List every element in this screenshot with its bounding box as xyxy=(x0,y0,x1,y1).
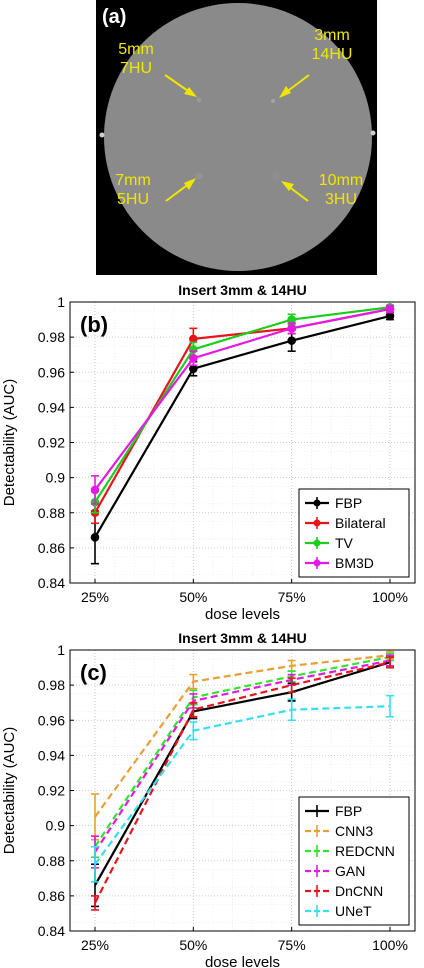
arrow-5mm-head xyxy=(184,87,197,97)
data-point-bm3d xyxy=(385,304,395,314)
arrow-3mm-head xyxy=(279,86,291,98)
y-tick-label: 0.92 xyxy=(38,783,65,799)
x-tick-label: 75% xyxy=(278,589,306,605)
x-tick-label: 50% xyxy=(179,589,207,605)
x-tick-label: 50% xyxy=(179,937,207,953)
y-tick-label: 0.96 xyxy=(38,364,65,380)
chart-title: Insert 3mm & 14HU xyxy=(178,282,306,298)
annotation-3mm-size: 3mm xyxy=(314,27,350,44)
legend-label-fbp: FBP xyxy=(335,803,362,819)
series-line-cnn3 xyxy=(94,654,391,818)
arrow-7mm-head xyxy=(184,178,196,190)
legend-marker-bm3d xyxy=(313,559,321,567)
legend-box xyxy=(298,796,410,926)
annotation-7mm-size: 7mm xyxy=(115,172,151,189)
chart-title: Insert 3mm & 14HU xyxy=(178,630,306,646)
y-tick-label: 0.98 xyxy=(38,677,65,693)
y-tick-label: 0.96 xyxy=(38,712,65,728)
y-axis-label: Detectability (AUC) xyxy=(1,727,18,855)
y-tick-label: 0.94 xyxy=(38,399,65,415)
x-tick-label: 25% xyxy=(81,589,109,605)
data-point-tv xyxy=(287,315,296,324)
x-tick-label: 75% xyxy=(278,937,306,953)
phantom-image-panel: (a) 5mm 7HU 3mm 14HU 7mm 5HU 10mm 3HU xyxy=(96,0,377,275)
insert-10mm-3hu xyxy=(271,171,281,181)
x-axis-label: dose levels xyxy=(205,606,280,620)
legend-label-bm3d: BM3D xyxy=(335,555,374,571)
legend-label-redcnn: REDCNN xyxy=(335,843,395,859)
annotation-10mm-size: 10mm xyxy=(319,172,363,189)
arrow-5mm-shaft xyxy=(164,74,192,94)
y-tick-label: 0.92 xyxy=(38,435,65,451)
arrow-7mm-shaft xyxy=(165,182,191,202)
insert-3mm-14hu xyxy=(271,99,275,103)
data-point-bm3d xyxy=(287,324,296,333)
arrow-10mm-shaft xyxy=(287,185,309,202)
data-point-bm3d xyxy=(189,353,198,363)
annotation-7mm-contrast: 5HU xyxy=(117,191,149,208)
panel-label: (c) xyxy=(80,660,107,685)
panel-label: (b) xyxy=(80,312,108,337)
data-point-bilateral xyxy=(189,334,198,344)
series-line-unet xyxy=(94,705,391,865)
legend-label-dncnn: DnCNN xyxy=(335,883,383,899)
legend-label-cnn3: CNN3 xyxy=(335,823,373,839)
series-line-dncnn xyxy=(94,661,391,904)
insert-7mm-5hu xyxy=(195,172,203,180)
y-tick-label: 0.88 xyxy=(38,505,65,521)
y-tick-label: 0.84 xyxy=(38,575,65,591)
arrow-3mm-shaft xyxy=(284,74,310,94)
data-point-fbp xyxy=(90,533,100,542)
y-tick-label: 1 xyxy=(57,294,65,310)
data-point-bm3d xyxy=(90,485,100,495)
data-point-fbp xyxy=(189,364,198,374)
arrow-10mm-head xyxy=(281,181,294,191)
data-point-fbp xyxy=(287,336,296,345)
y-tick-label: 0.98 xyxy=(38,329,65,345)
legend-label-fbp: FBP xyxy=(335,495,362,511)
y-tick-label: 0.84 xyxy=(38,923,65,939)
legend-label-bilateral: Bilateral xyxy=(335,515,386,531)
chart-panel-b: Insert 3mm & 14HU 0.84 0.86 0.88 0.9 0.92 0.94… xyxy=(1,282,416,620)
x-tick-label: 100% xyxy=(372,589,408,605)
y-tick-label: 0.88 xyxy=(38,853,65,869)
y-tick-label: 1 xyxy=(57,642,65,658)
y-axis-label: Detectability (AUC) xyxy=(1,379,18,507)
annotation-5mm-size: 5mm xyxy=(118,41,154,58)
annotation-3mm-contrast: 14HU xyxy=(312,46,353,63)
panel-a-label: (a) xyxy=(102,6,126,28)
legend-marker-tv xyxy=(313,539,321,547)
annotation-10mm-contrast: 3HU xyxy=(325,191,357,208)
phantom-edge-marker xyxy=(99,132,105,138)
y-tick-label: 0.94 xyxy=(38,747,65,763)
series-line-fbp xyxy=(94,314,391,538)
plot-frame xyxy=(69,301,416,584)
x-axis-label: dose levels xyxy=(205,954,280,968)
legend-label-unet: UNeT xyxy=(335,903,372,919)
y-tick-label: 0.9 xyxy=(46,470,66,486)
series-line-bilateral xyxy=(94,307,391,514)
legend-marker-fbp xyxy=(313,499,321,507)
chart-panel-c: Insert 3mm & 14HU 0.84 0.86 0.88 0.9 0.92 0.94… xyxy=(1,630,416,968)
legend-label-tv: TV xyxy=(335,535,354,551)
legend-label-gan: GAN xyxy=(335,863,365,879)
phantom-disk xyxy=(104,3,372,271)
series-line-bm3d xyxy=(94,307,391,491)
series-line-tv xyxy=(94,306,391,503)
data-point-fbp xyxy=(385,311,395,321)
x-tick-label: 25% xyxy=(81,937,109,953)
y-tick-label: 0.86 xyxy=(38,540,65,556)
legend-marker-bilateral xyxy=(313,519,321,527)
annotation-5mm-contrast: 7HU xyxy=(120,60,152,77)
y-tick-label: 0.9 xyxy=(46,818,66,834)
x-tick-label: 100% xyxy=(372,937,408,953)
plot-frame xyxy=(69,649,416,932)
series-line-gan xyxy=(94,659,391,853)
y-tick-label: 0.86 xyxy=(38,888,65,904)
series-line-redcnn xyxy=(94,655,391,848)
insert-5mm-7hu xyxy=(196,97,202,103)
phantom-edge-marker xyxy=(370,130,376,136)
